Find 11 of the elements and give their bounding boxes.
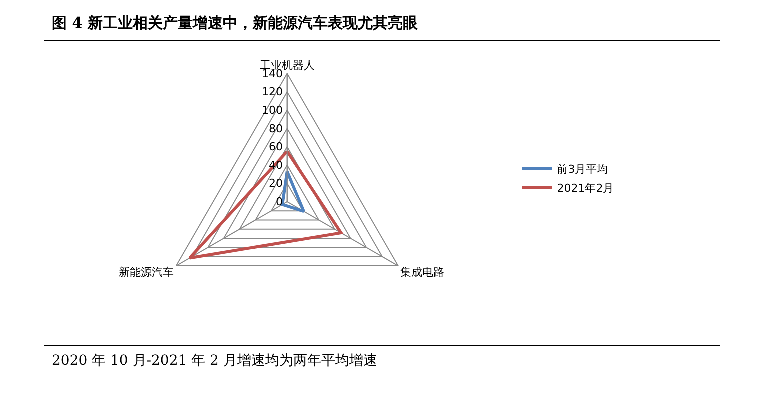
spoke-label: 新能源汽车: [119, 266, 174, 280]
y-tick-label: 60: [269, 140, 284, 154]
legend-label: 前3月平均: [557, 162, 608, 176]
y-tick-label: 20: [269, 177, 284, 190]
chart-title: 图 4 新工业相关产量增速中，新能源汽车表现尤其亮眼: [52, 14, 418, 33]
legend-label: 2021年2月: [557, 182, 614, 195]
y-tick-label: 100: [262, 104, 284, 117]
y-tick-label: 80: [269, 122, 284, 136]
y-tick-label: 120: [262, 86, 284, 99]
text: 2020 年 10 月-2021 年 2 月增速均为两年平均增速: [52, 352, 378, 370]
spoke-label: 集成电路: [400, 266, 445, 280]
